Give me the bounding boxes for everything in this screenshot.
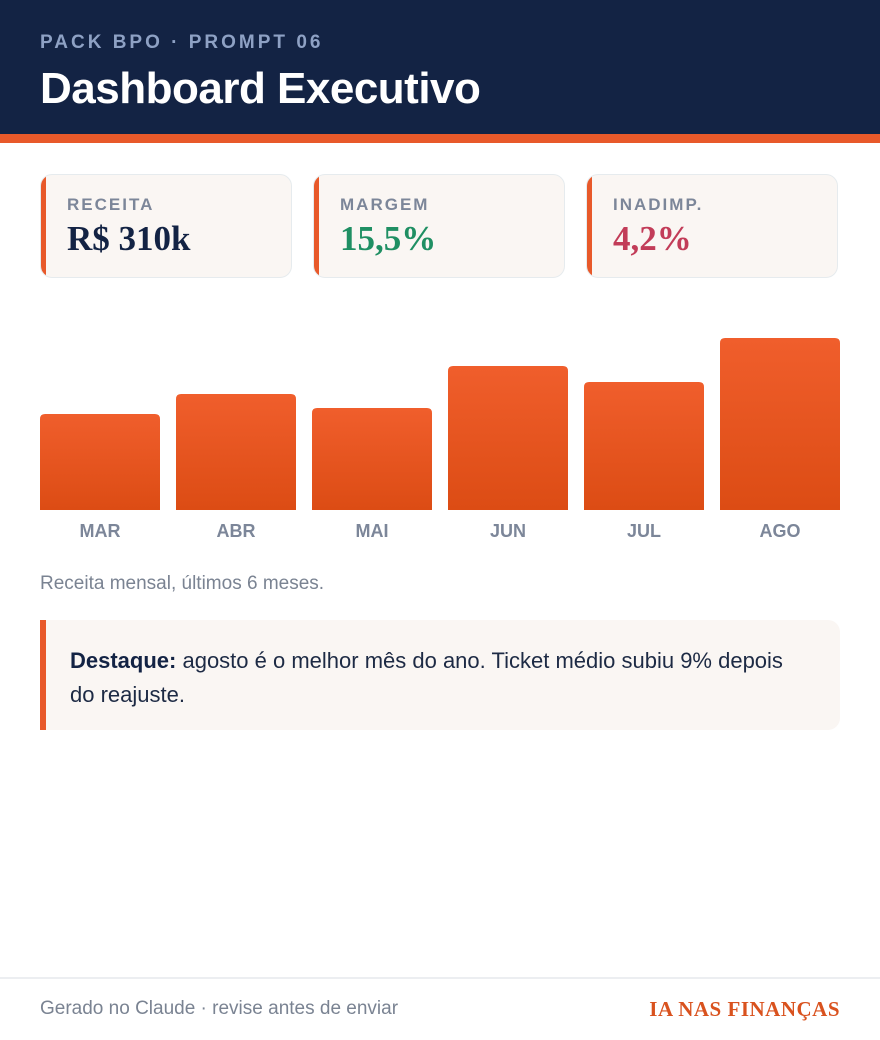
kpi-value: 15,5% — [340, 219, 437, 258]
highlight-callout: Destaque: agosto é o melhor mês do ano. … — [40, 620, 840, 730]
highlight-text: agosto é o melhor mês do ano. Ticket méd… — [70, 648, 783, 707]
bar-mar — [40, 414, 160, 510]
header: PACK BPO · PROMPT 06 Dashboard Executivo — [0, 0, 880, 143]
kpi-label: INADIMP. — [613, 195, 704, 214]
x-tick-label: JUL — [627, 521, 661, 541]
x-tick-label: JUN — [490, 521, 526, 541]
bar-mai — [312, 408, 432, 510]
footer-divider — [0, 977, 880, 979]
footer-note: Gerado no Claude · revise antes de envia… — [40, 998, 399, 1019]
chart-caption: Receita mensal, últimos 6 meses. — [40, 573, 325, 594]
kpi-label: MARGEM — [340, 195, 430, 214]
x-tick-label: MAI — [356, 521, 389, 541]
x-tick-label: AGO — [759, 521, 800, 541]
page-title: Dashboard Executivo — [40, 64, 481, 113]
bar-jul — [584, 382, 704, 510]
bar-jun — [448, 366, 568, 510]
highlight-label: Destaque: — [70, 648, 177, 673]
eyebrow: PACK BPO · PROMPT 06 — [40, 32, 324, 53]
x-tick-label: MAR — [80, 521, 121, 541]
brand-logo-text: IA NAS FINANÇAS — [649, 997, 840, 1021]
kpi-card-margem: MARGEM 15,5% — [313, 174, 565, 278]
kpi-label: RECEITA — [67, 195, 155, 214]
bar-ago — [720, 338, 840, 510]
kpi-card-inadimplencia: INADIMP. 4,2% — [586, 174, 838, 278]
x-tick-label: ABR — [217, 521, 256, 541]
bar-abr — [176, 394, 296, 510]
kpi-card-receita: RECEITA R$ 310k — [40, 174, 292, 278]
revenue-bar-chart: MAR ABR MAI JUN JUL AGO — [40, 338, 840, 541]
kpi-value: 4,2% — [613, 219, 692, 258]
kpi-value: R$ 310k — [67, 219, 191, 258]
